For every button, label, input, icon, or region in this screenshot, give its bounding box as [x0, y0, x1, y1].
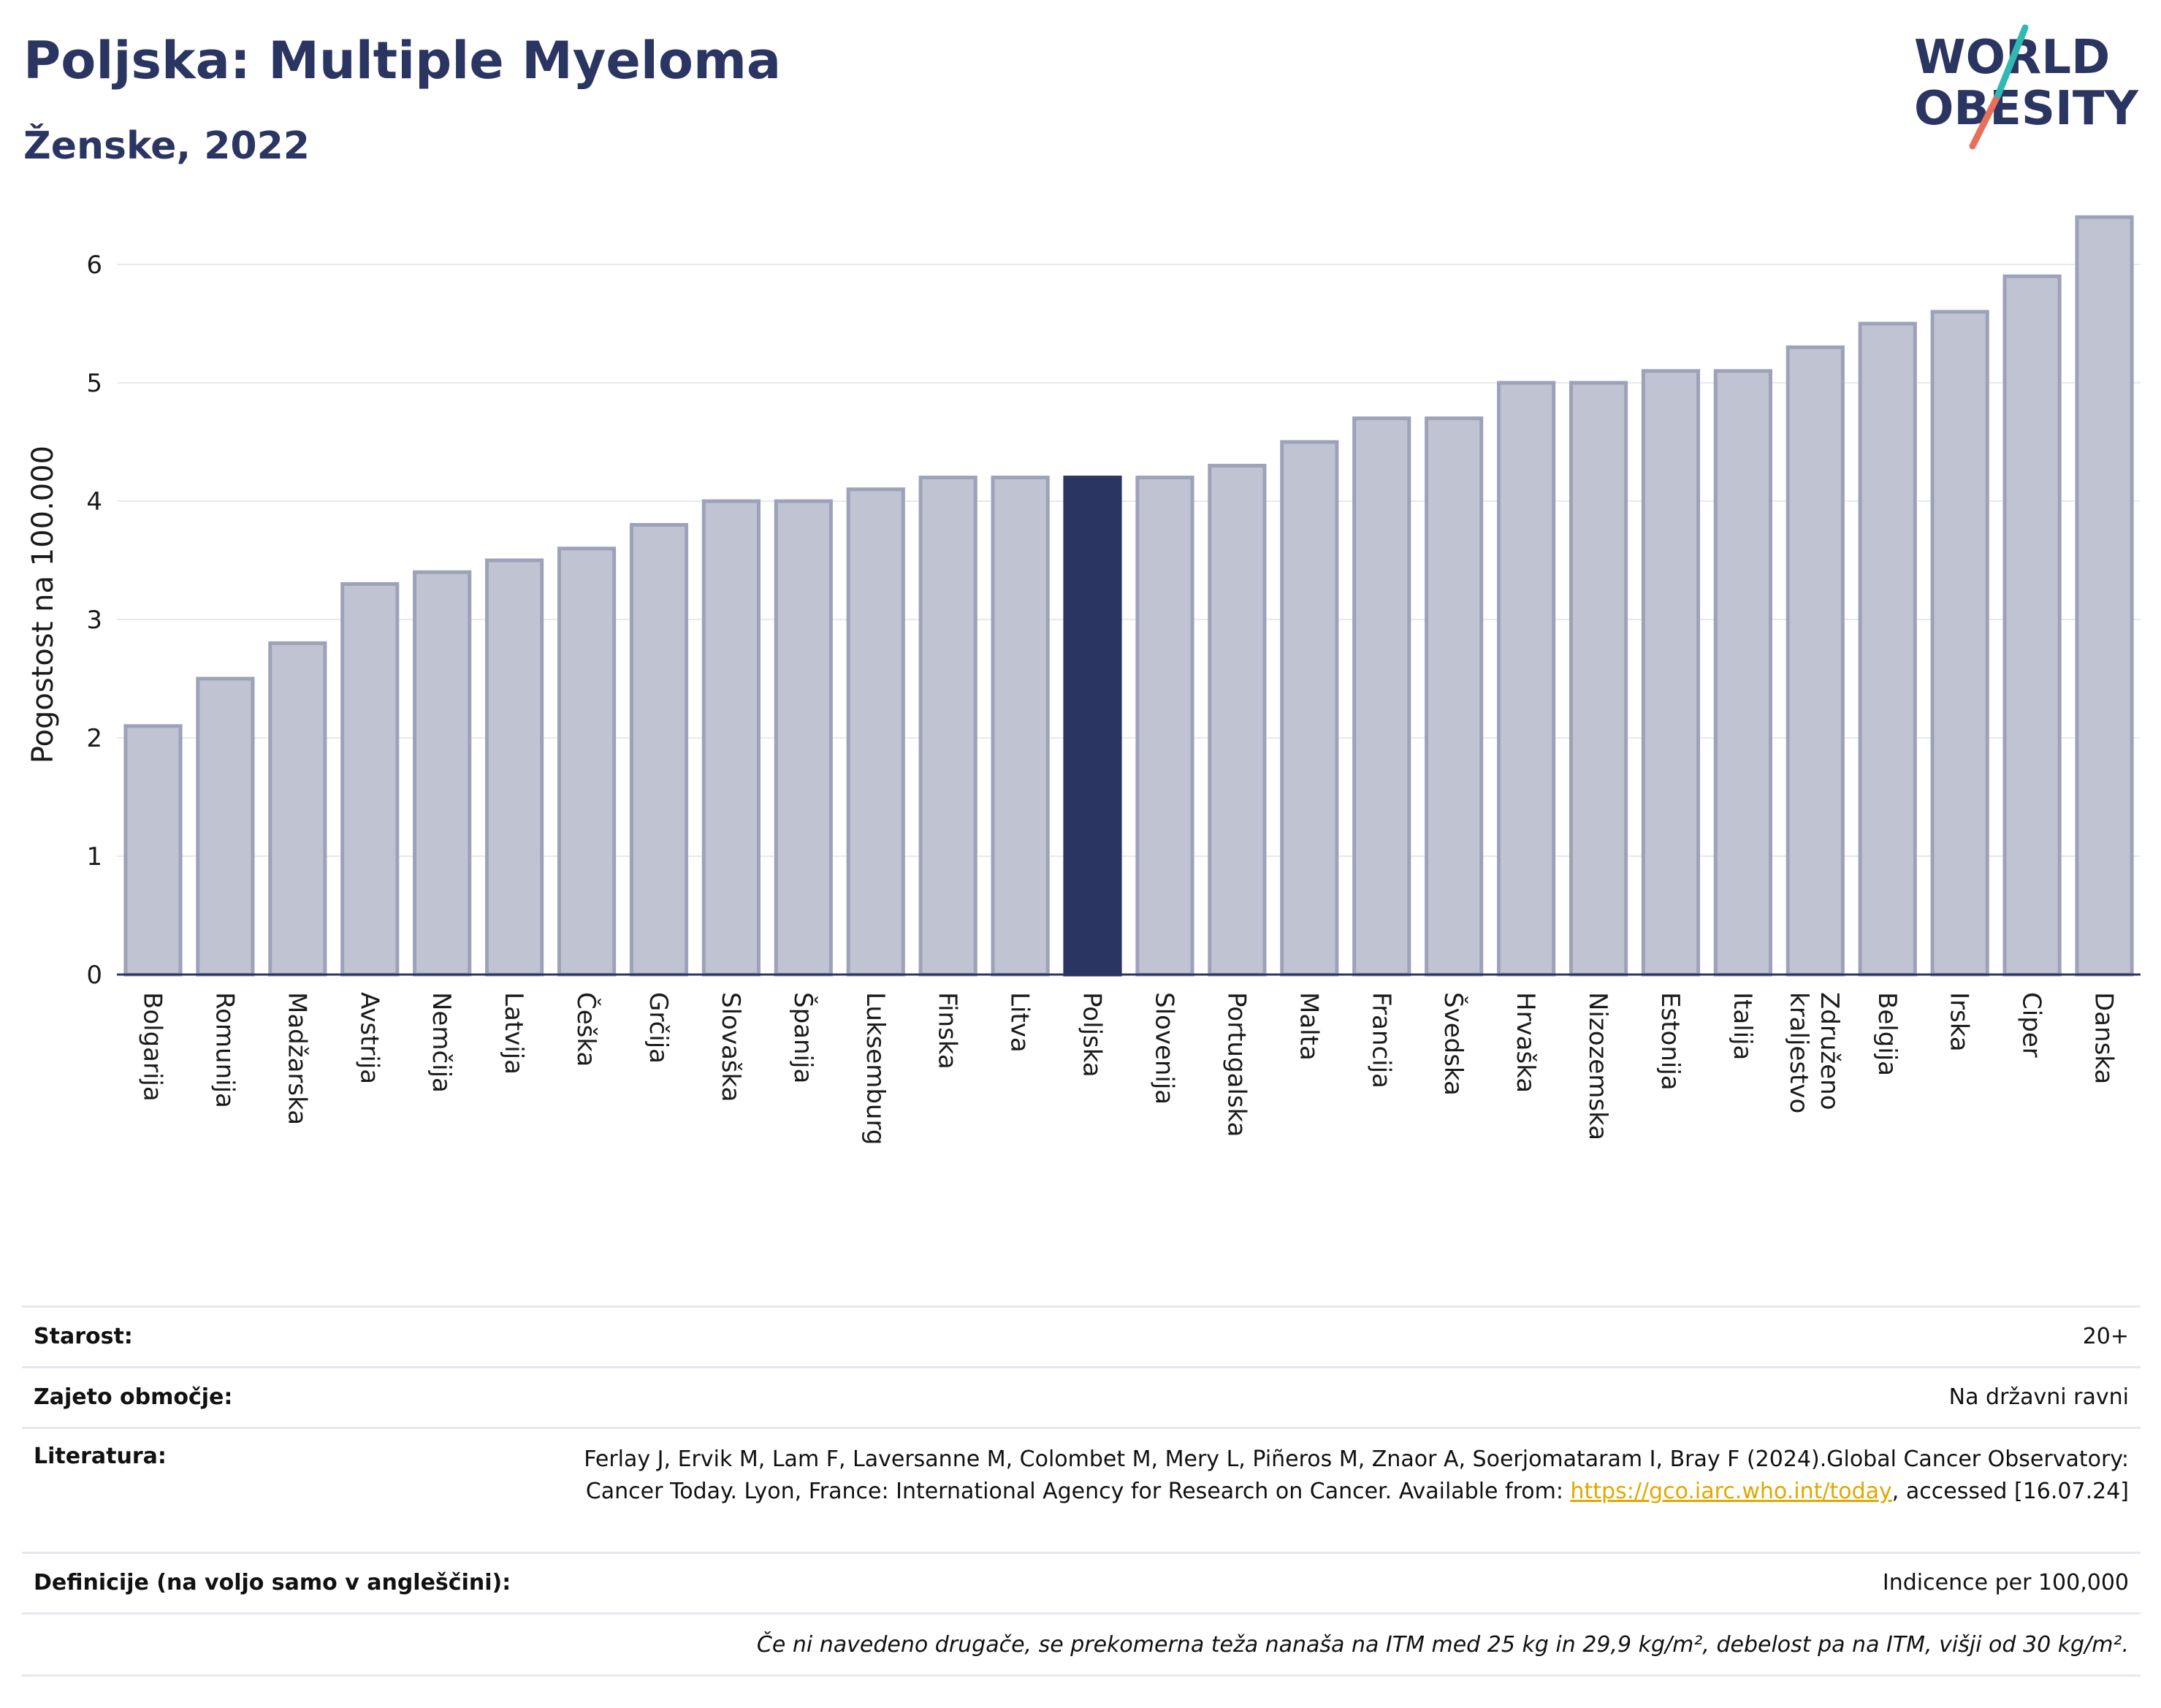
x-tick-label: Španija	[788, 992, 818, 1083]
bar	[1569, 381, 1628, 977]
bar	[1425, 416, 1484, 977]
logo-slash-red	[1969, 91, 2002, 150]
x-tick-label: Ciper	[2017, 992, 2046, 1058]
x-tick-label: Malta	[1294, 992, 1323, 1061]
y-tick-label: 0	[86, 961, 102, 990]
x-tick-label-line: kraljestvo	[1784, 992, 1813, 1113]
y-axis-label: Pogostost na 100.000	[26, 446, 60, 763]
age-value: 20+	[2082, 1324, 2129, 1349]
bar	[701, 499, 761, 977]
y-tick-label: 6	[86, 251, 102, 280]
bar	[1930, 310, 1989, 977]
definitions-label: Definicije (na voljo samo v angleščini):	[34, 1570, 511, 1595]
bar	[268, 641, 327, 977]
bar	[1063, 476, 1122, 977]
bar	[1135, 476, 1194, 977]
age-label: Starost:	[34, 1324, 133, 1349]
x-axis-labels: Bolgarija Romunija Madžarska Avstrija Nemčij…	[137, 992, 2118, 1145]
x-tick-label: Romunija	[210, 992, 239, 1108]
logo-text-bottom: OBESITY	[1914, 82, 2138, 136]
bar	[340, 582, 400, 977]
bar	[1785, 345, 1845, 977]
bar	[2002, 274, 2062, 977]
bar-chart: 0 1 2 3 4 5 6 Bolgarija Romunija Madžarska Avstri…	[26, 215, 2141, 1145]
page-subtitle: Ženske, 2022	[23, 124, 310, 168]
bar	[1208, 463, 1267, 977]
x-tick-label: Finska	[933, 992, 962, 1070]
info-table: Starost: 20+ Zajeto območje: Na državni …	[22, 1305, 2141, 1677]
x-tick-label: Italija	[1728, 992, 1757, 1060]
y-tick-label: 2	[86, 724, 102, 753]
x-tick-label: Litva	[1005, 992, 1034, 1053]
info-row-definitions: Definicije (na voljo samo v angleščini):…	[22, 1552, 2141, 1612]
x-tick-label: Slovaška	[716, 992, 745, 1102]
y-tick-label: 5	[86, 369, 102, 398]
bar	[774, 499, 833, 977]
obesity-note: Če ni navedeno drugače, se prekomerna te…	[756, 1632, 2129, 1658]
x-tick-label: Slovenija	[1149, 992, 1178, 1105]
bar	[485, 558, 544, 977]
x-tick-label: Bolgarija	[137, 992, 167, 1102]
page-title: Poljska: Multiple Myeloma	[23, 31, 782, 91]
world-obesity-logo: WORLD OBESITY	[1914, 24, 2138, 150]
literature-text: Ferlay J, Ervik M, Lam F, Laversanne M, …	[584, 1446, 2129, 1504]
info-row-note: Če ni navedeno drugače, se prekomerna te…	[22, 1612, 2141, 1677]
area-label: Zajeto območje:	[34, 1384, 233, 1410]
x-tick-label: Portugalska	[1221, 992, 1251, 1137]
x-tick-label: Luksemburg	[861, 992, 890, 1145]
x-tick-label: Madžarska	[282, 992, 311, 1125]
x-tick-label: Združenokraljestvo	[1784, 992, 1844, 1113]
bar	[1641, 369, 1701, 977]
literature-label: Literatura:	[34, 1444, 167, 1469]
info-row-literature: Literatura: Ferlay J, Ervik M, Lam F, La…	[22, 1427, 2141, 1552]
bar	[1713, 369, 1772, 977]
area-value: Na državni ravni	[1948, 1384, 2129, 1410]
y-tick-label: 1	[86, 842, 102, 872]
bar	[1858, 321, 1917, 977]
x-tick-label: Estonija	[1655, 992, 1685, 1091]
x-tick-label: Švedska	[1438, 992, 1468, 1096]
bar	[918, 476, 977, 977]
bars	[123, 215, 2134, 977]
bar	[991, 476, 1050, 977]
x-tick-label: Francija	[1366, 992, 1395, 1089]
x-tick-label: Poljska	[1078, 992, 1107, 1078]
x-tick-label: Latvija	[499, 992, 528, 1075]
bar	[1352, 416, 1411, 977]
bar	[846, 487, 905, 977]
x-tick-label: Belgija	[1872, 992, 1902, 1076]
literature-link[interactable]: https://gco.iarc.who.int/today	[1570, 1479, 1892, 1504]
x-tick-label: Avstrija	[354, 992, 384, 1084]
bar	[2075, 215, 2134, 977]
literature-value: Ferlay J, Ervik M, Lam F, Laversanne M, …	[522, 1444, 2129, 1508]
y-tick-label: 3	[86, 606, 102, 635]
logo-slash-teal	[1994, 24, 2029, 99]
x-tick-label: Hrvaška	[1511, 992, 1540, 1093]
info-row-age: Starost: 20+	[22, 1305, 2141, 1366]
x-tick-label: Irska	[1945, 992, 1974, 1052]
x-tick-label: Češka	[571, 992, 601, 1067]
x-tick-label: Grčija	[644, 992, 673, 1064]
x-tick-label-line: Združeno	[1815, 992, 1844, 1110]
bar	[557, 546, 617, 977]
x-tick-label: Nemčija	[427, 992, 456, 1093]
x-tick-label: Nizozemska	[1583, 992, 1612, 1140]
definitions-value: Indicence per 100,000	[1882, 1570, 2129, 1595]
y-tick-label: 4	[86, 487, 102, 516]
bar	[1497, 381, 1556, 977]
bar	[196, 676, 255, 977]
bar	[629, 522, 689, 977]
info-row-area: Zajeto območje: Na državni ravni	[22, 1366, 2141, 1427]
literature-accessed: , accessed [16.07.24]	[1891, 1479, 2129, 1504]
x-tick-label: Danska	[2089, 992, 2119, 1084]
bar	[413, 570, 472, 977]
bar	[1280, 440, 1339, 977]
y-axis-ticks: 0 1 2 3 4 5 6	[86, 251, 102, 990]
bar	[123, 724, 183, 977]
